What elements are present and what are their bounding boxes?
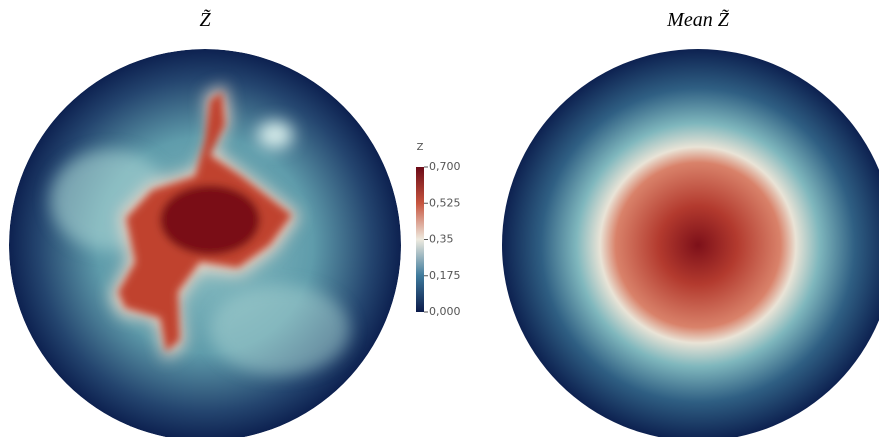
colorbar: [416, 167, 424, 312]
right-field: [502, 49, 879, 437]
panel-title: Mean Z̃: [666, 8, 730, 31]
left-field: [9, 49, 401, 437]
colorbar-label: Z: [417, 142, 424, 153]
tick-label: 0,000: [429, 305, 461, 318]
panel-title: Z̃: [199, 8, 211, 31]
tick-label: 0,525: [429, 196, 461, 209]
tick-label: 0,35: [429, 233, 454, 246]
tick-label: 0,700: [429, 160, 461, 173]
tick-label: 0,175: [429, 269, 461, 282]
